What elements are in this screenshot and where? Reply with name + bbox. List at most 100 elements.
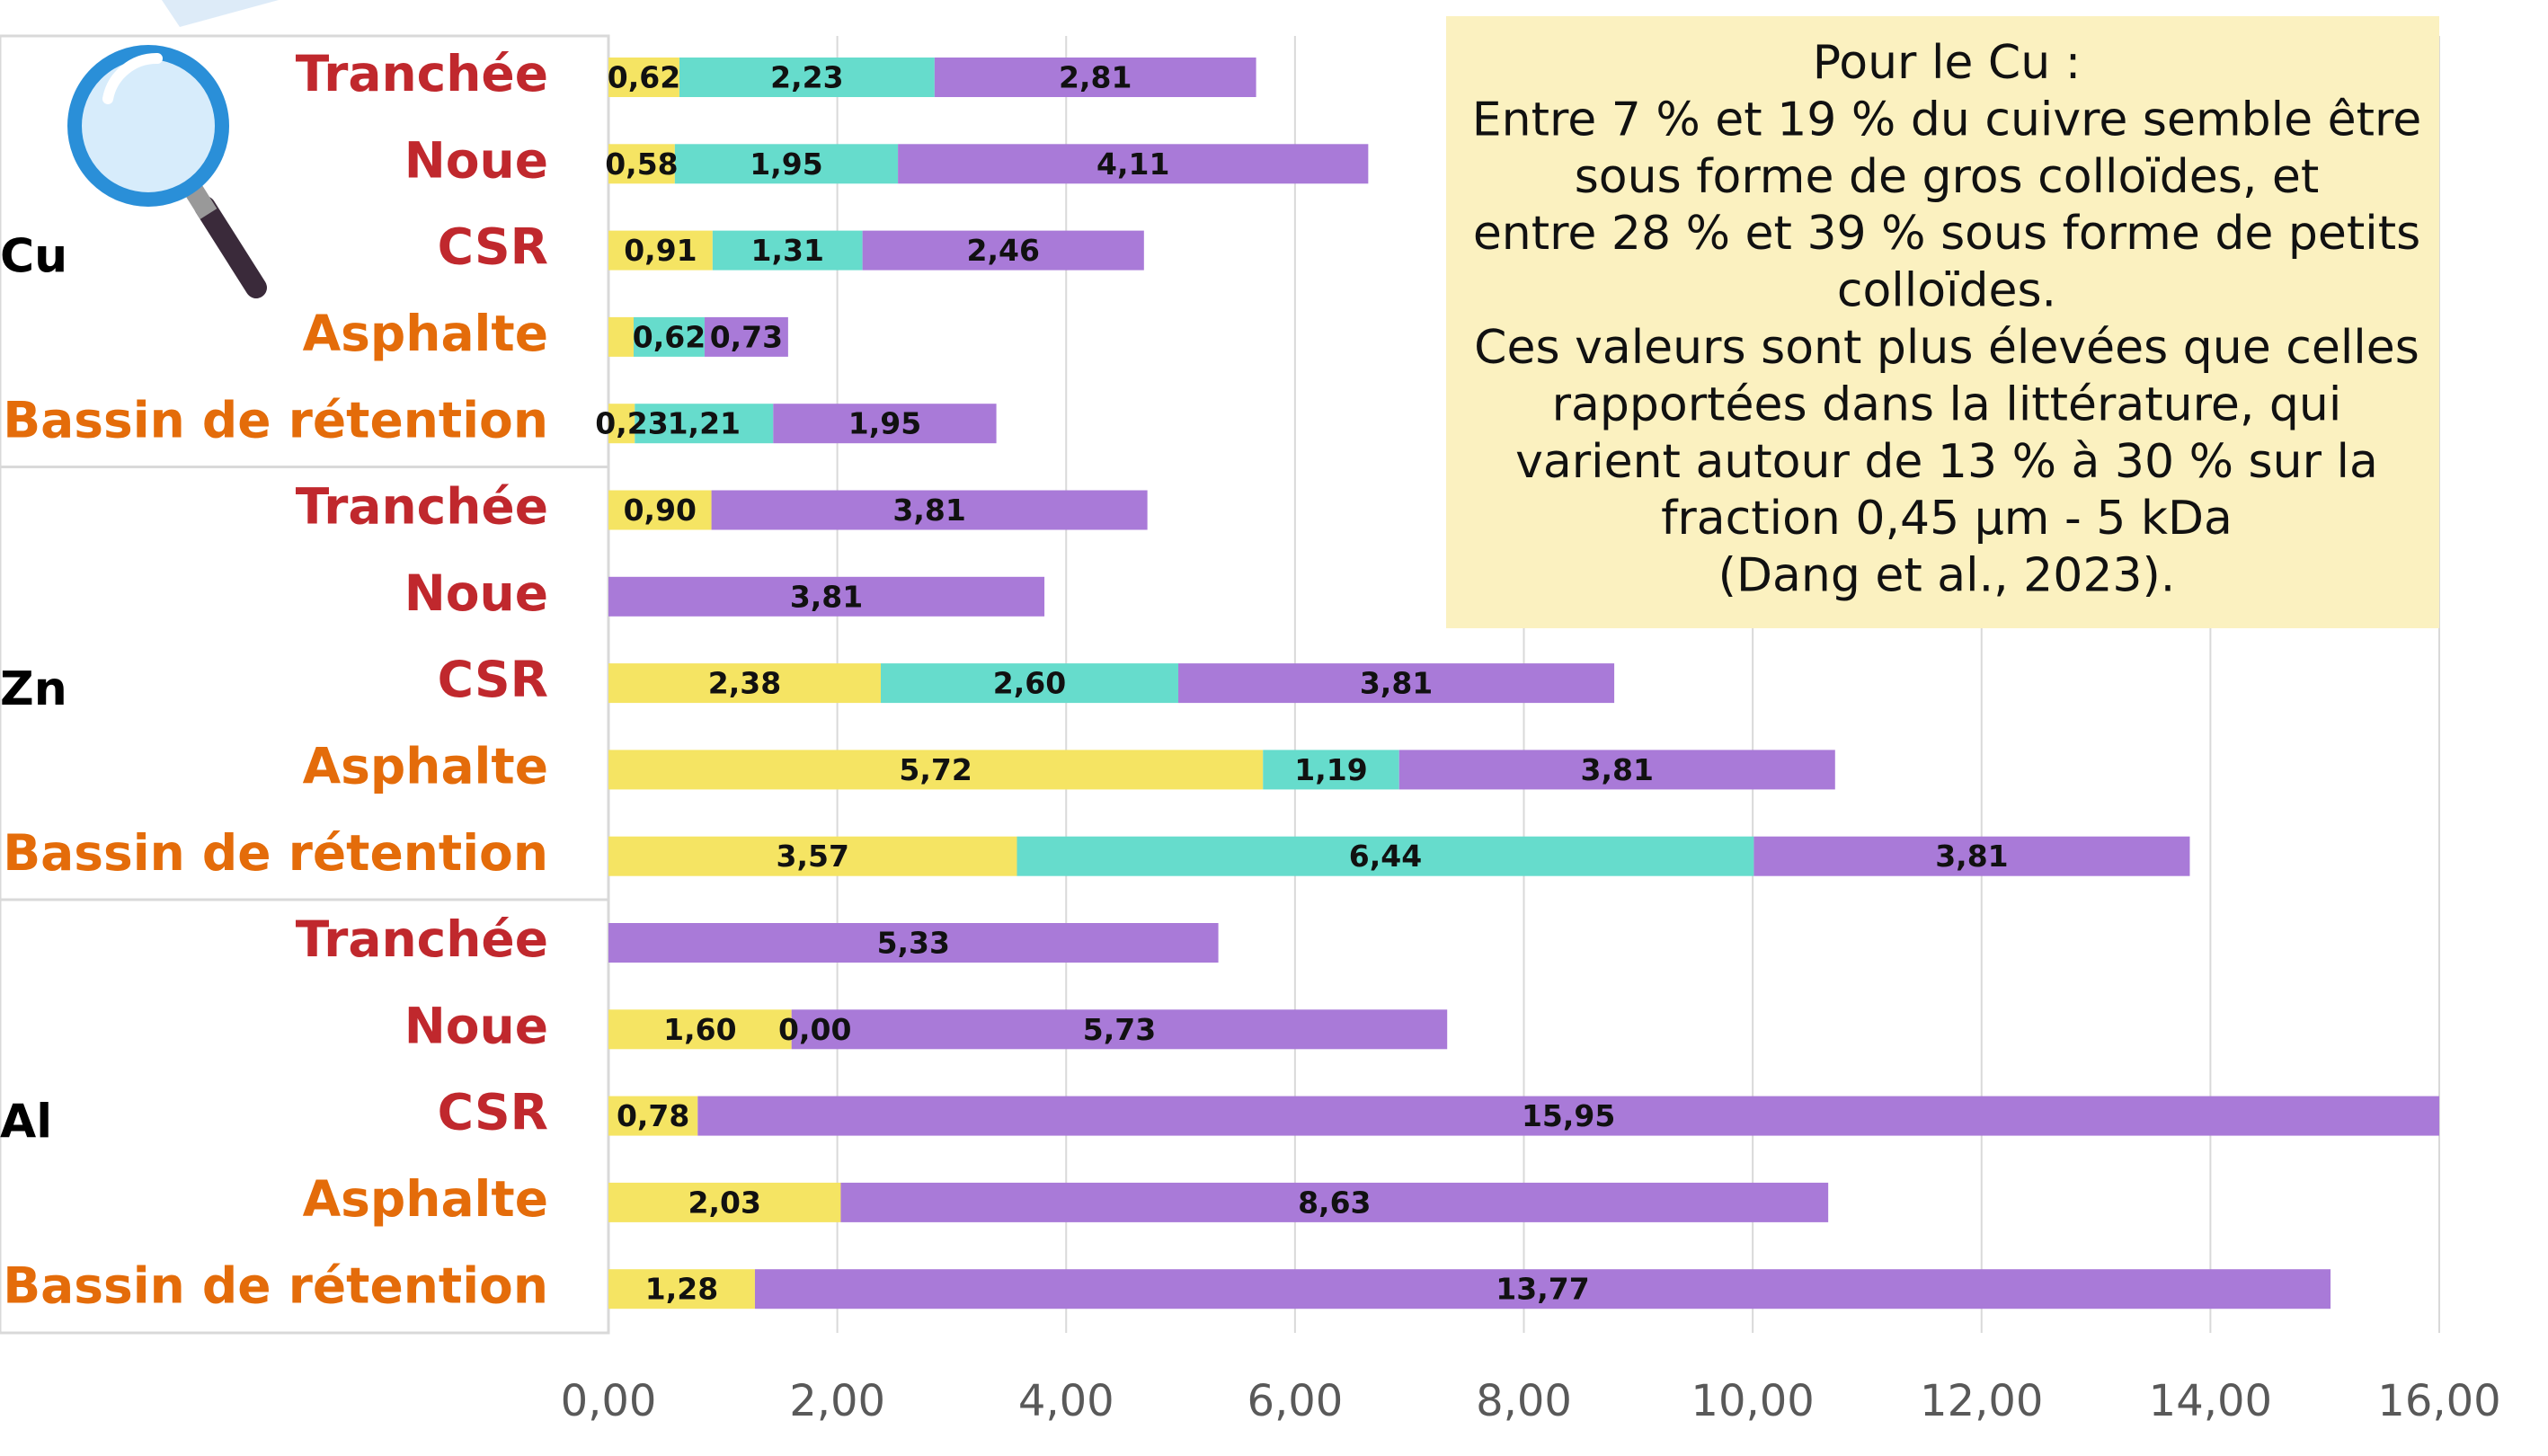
- value-label: 0,90: [624, 493, 697, 528]
- value-label: 1,21: [668, 406, 741, 441]
- annotation-box: [1446, 16, 2439, 628]
- bar-segment: [1753, 836, 2190, 876]
- value-label: 2,23: [770, 60, 843, 95]
- value-label: 15,95: [1522, 1098, 1615, 1133]
- value-label: 2,60: [993, 666, 1066, 701]
- x-tick-label: 8,00: [1476, 1376, 1572, 1426]
- bar-segment: [674, 144, 899, 184]
- value-label: 13,77: [1496, 1272, 1589, 1307]
- bar-segment: [608, 1182, 841, 1222]
- bar-segment: [608, 1096, 698, 1136]
- bar-segment: [608, 836, 1017, 876]
- value-label: 5,73: [1083, 1012, 1156, 1047]
- value-label: 2,03: [688, 1185, 761, 1220]
- bar-segment: [608, 490, 712, 530]
- magnifier-icon: [67, 45, 267, 298]
- x-tick-label: 10,00: [1691, 1376, 1814, 1426]
- x-tick-label: 12,00: [1920, 1376, 2043, 1426]
- bar-segment: [608, 144, 675, 184]
- bar-segment: [711, 490, 1148, 530]
- value-label: 3,81: [1935, 839, 2008, 874]
- annotation-line: rapportées dans la littérature, qui: [1552, 377, 2342, 431]
- category-label: Noue: [404, 564, 548, 622]
- bar-segment: [898, 144, 1369, 184]
- bar-segment: [697, 1096, 2439, 1136]
- value-label: 1,19: [1294, 752, 1367, 787]
- value-label: 8,63: [1298, 1185, 1371, 1220]
- x-tick-label: 0,00: [561, 1376, 657, 1426]
- x-tick-label: 16,00: [2377, 1376, 2500, 1426]
- value-label: 1,31: [751, 233, 824, 268]
- bar-segment: [840, 1182, 1829, 1222]
- annotation-line: entre 28 % et 39 % sous forme de petits: [1473, 207, 2420, 261]
- category-label: CSR: [438, 651, 548, 708]
- value-label: 3,81: [1581, 752, 1654, 787]
- bar-segment: [608, 750, 1264, 790]
- value-label: 4,11: [1096, 146, 1169, 182]
- bar-segment: [1398, 750, 1835, 790]
- value-label: 3,57: [777, 839, 849, 874]
- annotation-line: colloïdes.: [1837, 264, 2056, 318]
- value-label: 1,95: [750, 146, 822, 182]
- bar-segment: [608, 576, 1045, 617]
- category-label: Bassin de rétention: [3, 391, 548, 448]
- value-label: 1,95: [848, 406, 921, 441]
- bar-segment: [608, 923, 1219, 963]
- x-tick-label: 14,00: [2149, 1376, 2272, 1426]
- x-tick-label: 6,00: [1247, 1376, 1343, 1426]
- bar-segment: [862, 230, 1144, 271]
- value-label: 2,38: [708, 666, 781, 701]
- category-label: Bassin de rétention: [3, 824, 548, 882]
- annotation-line: Ces valeurs sont plus élevées que celles: [1474, 321, 2419, 375]
- bar-segment: [608, 230, 713, 271]
- category-label: CSR: [438, 218, 548, 276]
- category-label: Noue: [404, 131, 548, 189]
- value-label: 1,60: [663, 1012, 736, 1047]
- value-label: 6,44: [1349, 839, 1422, 874]
- value-label: 0,58: [605, 146, 678, 182]
- value-label: 0,91: [624, 233, 697, 268]
- bar-segment: [634, 316, 705, 357]
- bar-segment: [712, 230, 863, 271]
- value-label: 3,81: [1360, 666, 1433, 701]
- value-label: 5,72: [899, 752, 972, 787]
- category-label: Asphalte: [303, 738, 548, 795]
- annotation-line: Entre 7 % et 19 % du cuivre semble être: [1472, 93, 2421, 146]
- value-label: 0,62: [633, 319, 706, 354]
- bar-segment: [679, 58, 935, 97]
- bar-segment: [1017, 836, 1754, 876]
- bar-segment: [704, 316, 788, 357]
- value-label: 3,81: [790, 579, 863, 614]
- value-label: 0,00: [778, 1012, 851, 1047]
- category-label: Tranchée: [296, 45, 548, 102]
- bar-segment: [1263, 750, 1399, 790]
- bar-segment: [608, 1009, 792, 1050]
- bar-segment: [608, 316, 635, 357]
- category-label: Tranchée: [296, 910, 548, 968]
- group-label: Al: [0, 1096, 52, 1150]
- group-label: Cu: [0, 230, 67, 284]
- group-label: Zn: [0, 662, 67, 716]
- value-label: 1,28: [645, 1272, 718, 1307]
- bar-segment: [608, 404, 635, 444]
- bar-segment: [791, 1009, 1448, 1050]
- bar-segment: [608, 663, 882, 704]
- bar-segment: [608, 1269, 755, 1310]
- x-tick-label: 4,00: [1018, 1376, 1114, 1426]
- bar-segment: [934, 58, 1256, 97]
- bar-segment: [608, 58, 679, 97]
- value-label: 2,46: [967, 233, 1040, 268]
- x-tick-label: 2,00: [789, 1376, 885, 1426]
- value-label: 0,78: [617, 1098, 689, 1133]
- bar-segment: [754, 1269, 2331, 1310]
- value-label: 0,62: [608, 60, 680, 95]
- annotation-line: varient autour de 13 % à 30 % sur la: [1515, 435, 2378, 489]
- value-label: 0,23: [595, 406, 668, 441]
- annotation-line: sous forme de gros colloïdes, et: [1575, 150, 2320, 204]
- value-label: 2,81: [1059, 60, 1132, 95]
- annotation-line: fraction 0,45 µm - 5 kDa: [1661, 492, 2233, 546]
- bar-segment: [1178, 663, 1615, 704]
- category-label: Bassin de rétention: [3, 1256, 548, 1314]
- value-label: 0,73: [710, 319, 783, 354]
- category-label: Tranchée: [296, 478, 548, 536]
